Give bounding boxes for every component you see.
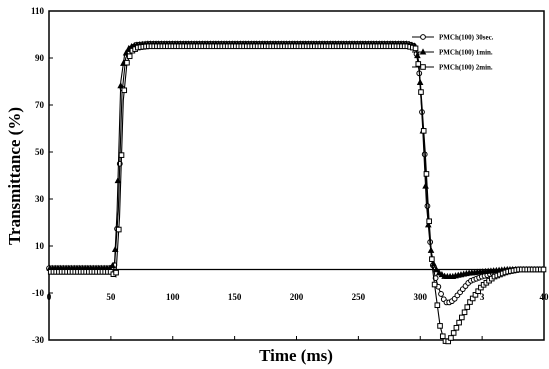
data-point-square (439, 333, 446, 340)
data-point-square (426, 218, 432, 225)
y-axis-label: Transmittance (%) (5, 107, 24, 245)
data-point-triangle (433, 266, 440, 273)
series-line-circle (49, 43, 544, 303)
data-point-square (464, 304, 471, 310)
y-tick-label: 50 (35, 147, 45, 157)
data-point-square (418, 89, 424, 95)
data-point-square (113, 269, 119, 276)
data-point-square (434, 302, 441, 309)
y-tick-label: 10 (35, 241, 45, 251)
data-point-square (450, 330, 457, 336)
x-tick-label: 40 (540, 292, 549, 302)
data-point-square (431, 281, 438, 288)
y-tick-label: -30 (32, 335, 44, 345)
legend-marker-circle (420, 34, 426, 40)
data-point-square (118, 152, 125, 158)
data-point-triangle (109, 262, 116, 269)
x-tick-label: 200 (290, 292, 304, 302)
y-tick-label: 90 (35, 53, 45, 63)
data-point-triangle (117, 82, 124, 89)
data-point-square (459, 314, 465, 321)
data-point-circle (438, 291, 444, 297)
x-tick-label: 50 (106, 292, 116, 302)
legend-marker-triangle (419, 48, 427, 55)
data-point-square (456, 319, 462, 326)
legend-label: PMCh(100) 2min. (439, 64, 493, 72)
x-tick-label: 100 (166, 292, 180, 302)
data-point-square (124, 59, 130, 66)
data-point-square (540, 266, 547, 273)
x-axis-label: Time (ms) (259, 346, 333, 365)
y-tick-label: 110 (31, 6, 45, 16)
legend-label: PMCh(100) 1min. (439, 49, 493, 57)
data-point-square (448, 335, 454, 341)
data-point-square (437, 323, 443, 329)
x-tick-label: 250 (352, 292, 366, 302)
data-point-square (121, 87, 128, 94)
x-tick-label: 3 (480, 292, 485, 302)
data-point-square (453, 324, 460, 331)
y-tick-label: -10 (32, 288, 44, 298)
x-tick-label: 150 (228, 292, 242, 302)
data-point-triangle (114, 176, 122, 184)
x-tick-label: 300 (414, 292, 428, 302)
data-point-square (461, 309, 468, 316)
data-point-square (420, 128, 427, 134)
data-point-square (126, 53, 133, 60)
y-tick-label: 30 (35, 194, 45, 204)
data-point-square (412, 45, 419, 52)
legend-marker-square (420, 64, 426, 70)
y-tick-label: 70 (35, 100, 45, 110)
data-point-square (115, 226, 122, 233)
legend-label: PMCh(100) 30sec. (439, 34, 494, 42)
data-point-triangle (111, 245, 119, 253)
x-tick-label: 0 (47, 292, 52, 302)
data-point-square (429, 256, 435, 262)
data-point-square (415, 61, 422, 67)
data-point-square (423, 171, 430, 177)
data-point-circle (424, 203, 431, 209)
